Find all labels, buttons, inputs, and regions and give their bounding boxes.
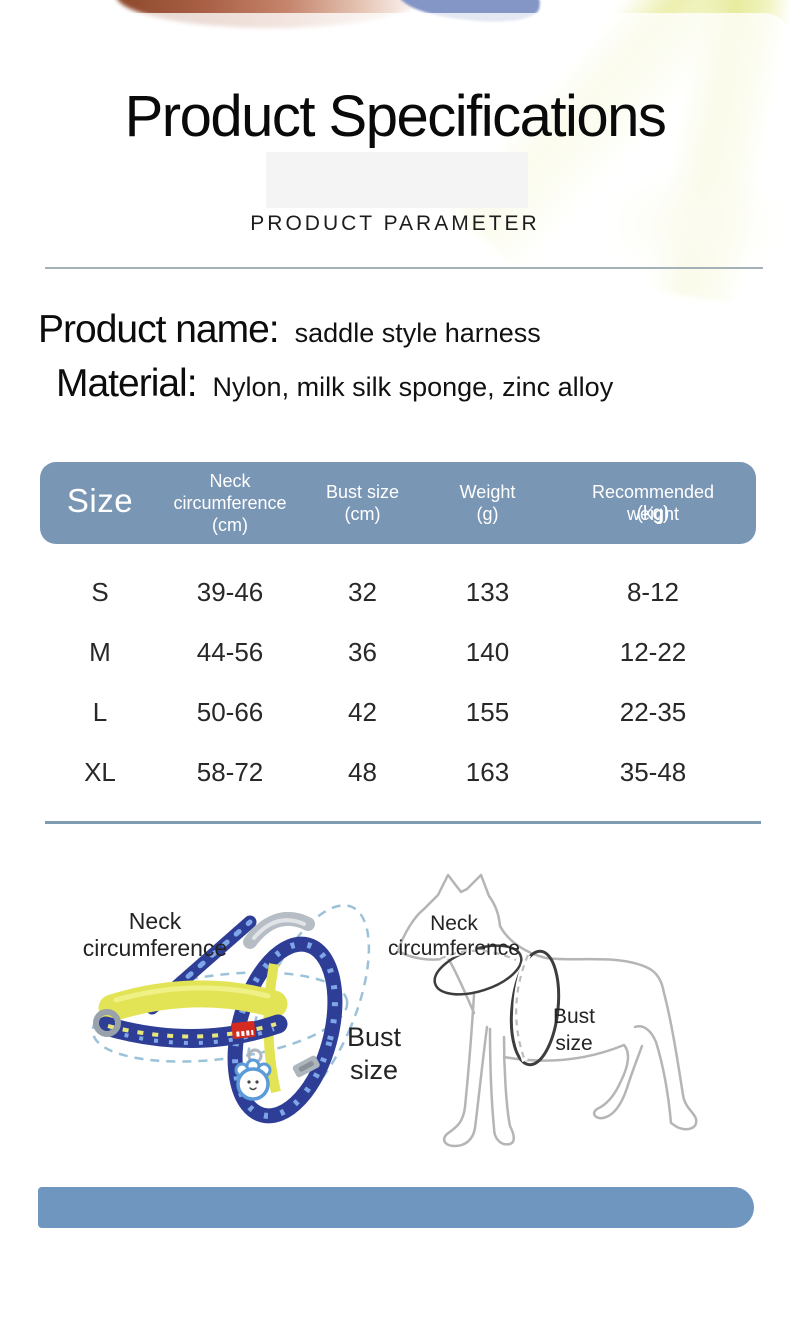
dog-neck-label: Neck circumference bbox=[383, 911, 525, 961]
recommended-cell: 8-12 bbox=[626, 576, 680, 607]
table-row: XL 58-72 48 163 35-48 bbox=[40, 742, 756, 802]
product-name-label: Product name: bbox=[38, 308, 280, 351]
table-row: L 50-66 42 155 22-35 bbox=[40, 682, 756, 742]
faded-background-box bbox=[266, 152, 528, 208]
size-table-body: S 39-46 32 133 8-12 M 44-56 36 140 12-22… bbox=[40, 562, 756, 802]
reflective-strip bbox=[252, 918, 306, 940]
header-size-text: Size bbox=[66, 481, 134, 519]
d-ring bbox=[93, 1009, 121, 1037]
recommended-cell: 22-35 bbox=[619, 696, 687, 727]
column-header-weight: Weight (g) bbox=[460, 481, 516, 525]
weight-cell: 133 bbox=[465, 576, 510, 607]
header-line: (cm) bbox=[344, 504, 381, 524]
bust-cell: 48 bbox=[348, 756, 377, 787]
neck-cell: 58-72 bbox=[196, 756, 264, 787]
material-line: Material: Nylon, milk silk sponge, zinc … bbox=[56, 362, 613, 406]
dog-bust-ring-hidden bbox=[515, 954, 530, 1062]
header-line: (cm) bbox=[212, 515, 248, 535]
divider-bottom bbox=[45, 821, 761, 824]
neck-cell: 44-56 bbox=[196, 636, 264, 667]
label-line: Neck bbox=[430, 912, 478, 935]
size-table-header: Size Neck circumference (cm) Bust size (… bbox=[40, 462, 756, 544]
label-line: circumference bbox=[82, 935, 228, 961]
header-line: (g) bbox=[476, 504, 499, 524]
label-line: circumference bbox=[388, 937, 520, 960]
header-line: Bust size bbox=[325, 482, 400, 502]
dog-bust-ring bbox=[509, 949, 561, 1067]
dog-bust-label: Bust size bbox=[528, 1003, 620, 1057]
product-name-line: Product name: saddle style harness bbox=[38, 308, 541, 352]
weight-cell: 140 bbox=[465, 636, 510, 667]
table-row: M 44-56 36 140 12-22 bbox=[40, 622, 756, 682]
size-cell: XL bbox=[84, 756, 116, 787]
dog-outline bbox=[396, 873, 698, 1148]
label-line: size bbox=[349, 1055, 398, 1085]
divider-top bbox=[45, 267, 763, 269]
page-subtitle: PRODUCT PARAMETER bbox=[250, 212, 540, 235]
label-line: Neck bbox=[128, 908, 182, 934]
paw-charm-icon bbox=[234, 1058, 272, 1101]
page-title: Product Specifications bbox=[124, 84, 667, 149]
column-header-bust: Bust size (cm) bbox=[326, 481, 399, 525]
header-line: Recommended bbox=[591, 482, 715, 502]
content-card: Product Specifications PRODUCT PARAMETER… bbox=[0, 13, 790, 1341]
header-weight-word: weight bbox=[626, 504, 680, 524]
bust-cell: 42 bbox=[348, 696, 377, 727]
label-line: size bbox=[555, 1032, 593, 1055]
column-header-size: Size bbox=[67, 484, 133, 517]
kg-overlay-text: (kg) bbox=[636, 503, 670, 524]
header-line: weight (kg) bbox=[592, 503, 714, 525]
column-header-neck: Neck circumference (cm) bbox=[173, 470, 286, 536]
size-cell: S bbox=[91, 576, 109, 607]
dog-neck-ring-hidden bbox=[439, 949, 517, 962]
dog-diagram bbox=[396, 873, 698, 1148]
size-cell: L bbox=[92, 696, 108, 727]
collar-zigzag-yellow bbox=[107, 1022, 277, 1039]
weight-cell: 155 bbox=[465, 696, 510, 727]
header-line: Weight bbox=[459, 482, 516, 502]
product-name-value: saddle style harness bbox=[294, 318, 541, 348]
recommended-cell: 35-48 bbox=[619, 756, 687, 787]
harness-bust-label: Bust size bbox=[328, 1021, 420, 1087]
bust-cell: 32 bbox=[348, 576, 377, 607]
collar-highlight bbox=[113, 985, 271, 1003]
slider-buckle bbox=[292, 1055, 320, 1078]
harness-neck-label: Neck circumference bbox=[70, 908, 240, 962]
neck-measure-ellipse bbox=[91, 971, 349, 1063]
weight-cell: 163 bbox=[465, 756, 510, 787]
material-value: Nylon, milk silk sponge, zinc alloy bbox=[212, 372, 614, 402]
harness-photo bbox=[91, 904, 371, 1124]
size-table: Size Neck circumference (cm) Bust size (… bbox=[40, 462, 756, 802]
size-cell: M bbox=[89, 636, 111, 667]
header-line: Neck bbox=[209, 471, 251, 491]
neck-cell: 39-46 bbox=[196, 576, 264, 607]
bust-cell: 36 bbox=[348, 636, 377, 667]
bottom-accent-bar bbox=[38, 1187, 754, 1228]
column-header-recommended: Recommended weight (kg) bbox=[592, 481, 714, 525]
material-label: Material: bbox=[56, 362, 198, 405]
header-line: circumference bbox=[173, 493, 287, 513]
recommended-cell: 12-22 bbox=[619, 636, 687, 667]
label-line: Bust bbox=[552, 1005, 596, 1028]
brand-tag bbox=[231, 1020, 256, 1039]
table-row: S 39-46 32 133 8-12 bbox=[40, 562, 756, 622]
label-line: Bust bbox=[346, 1022, 402, 1052]
collar-padding bbox=[98, 980, 288, 1022]
neck-cell: 50-66 bbox=[196, 696, 264, 727]
